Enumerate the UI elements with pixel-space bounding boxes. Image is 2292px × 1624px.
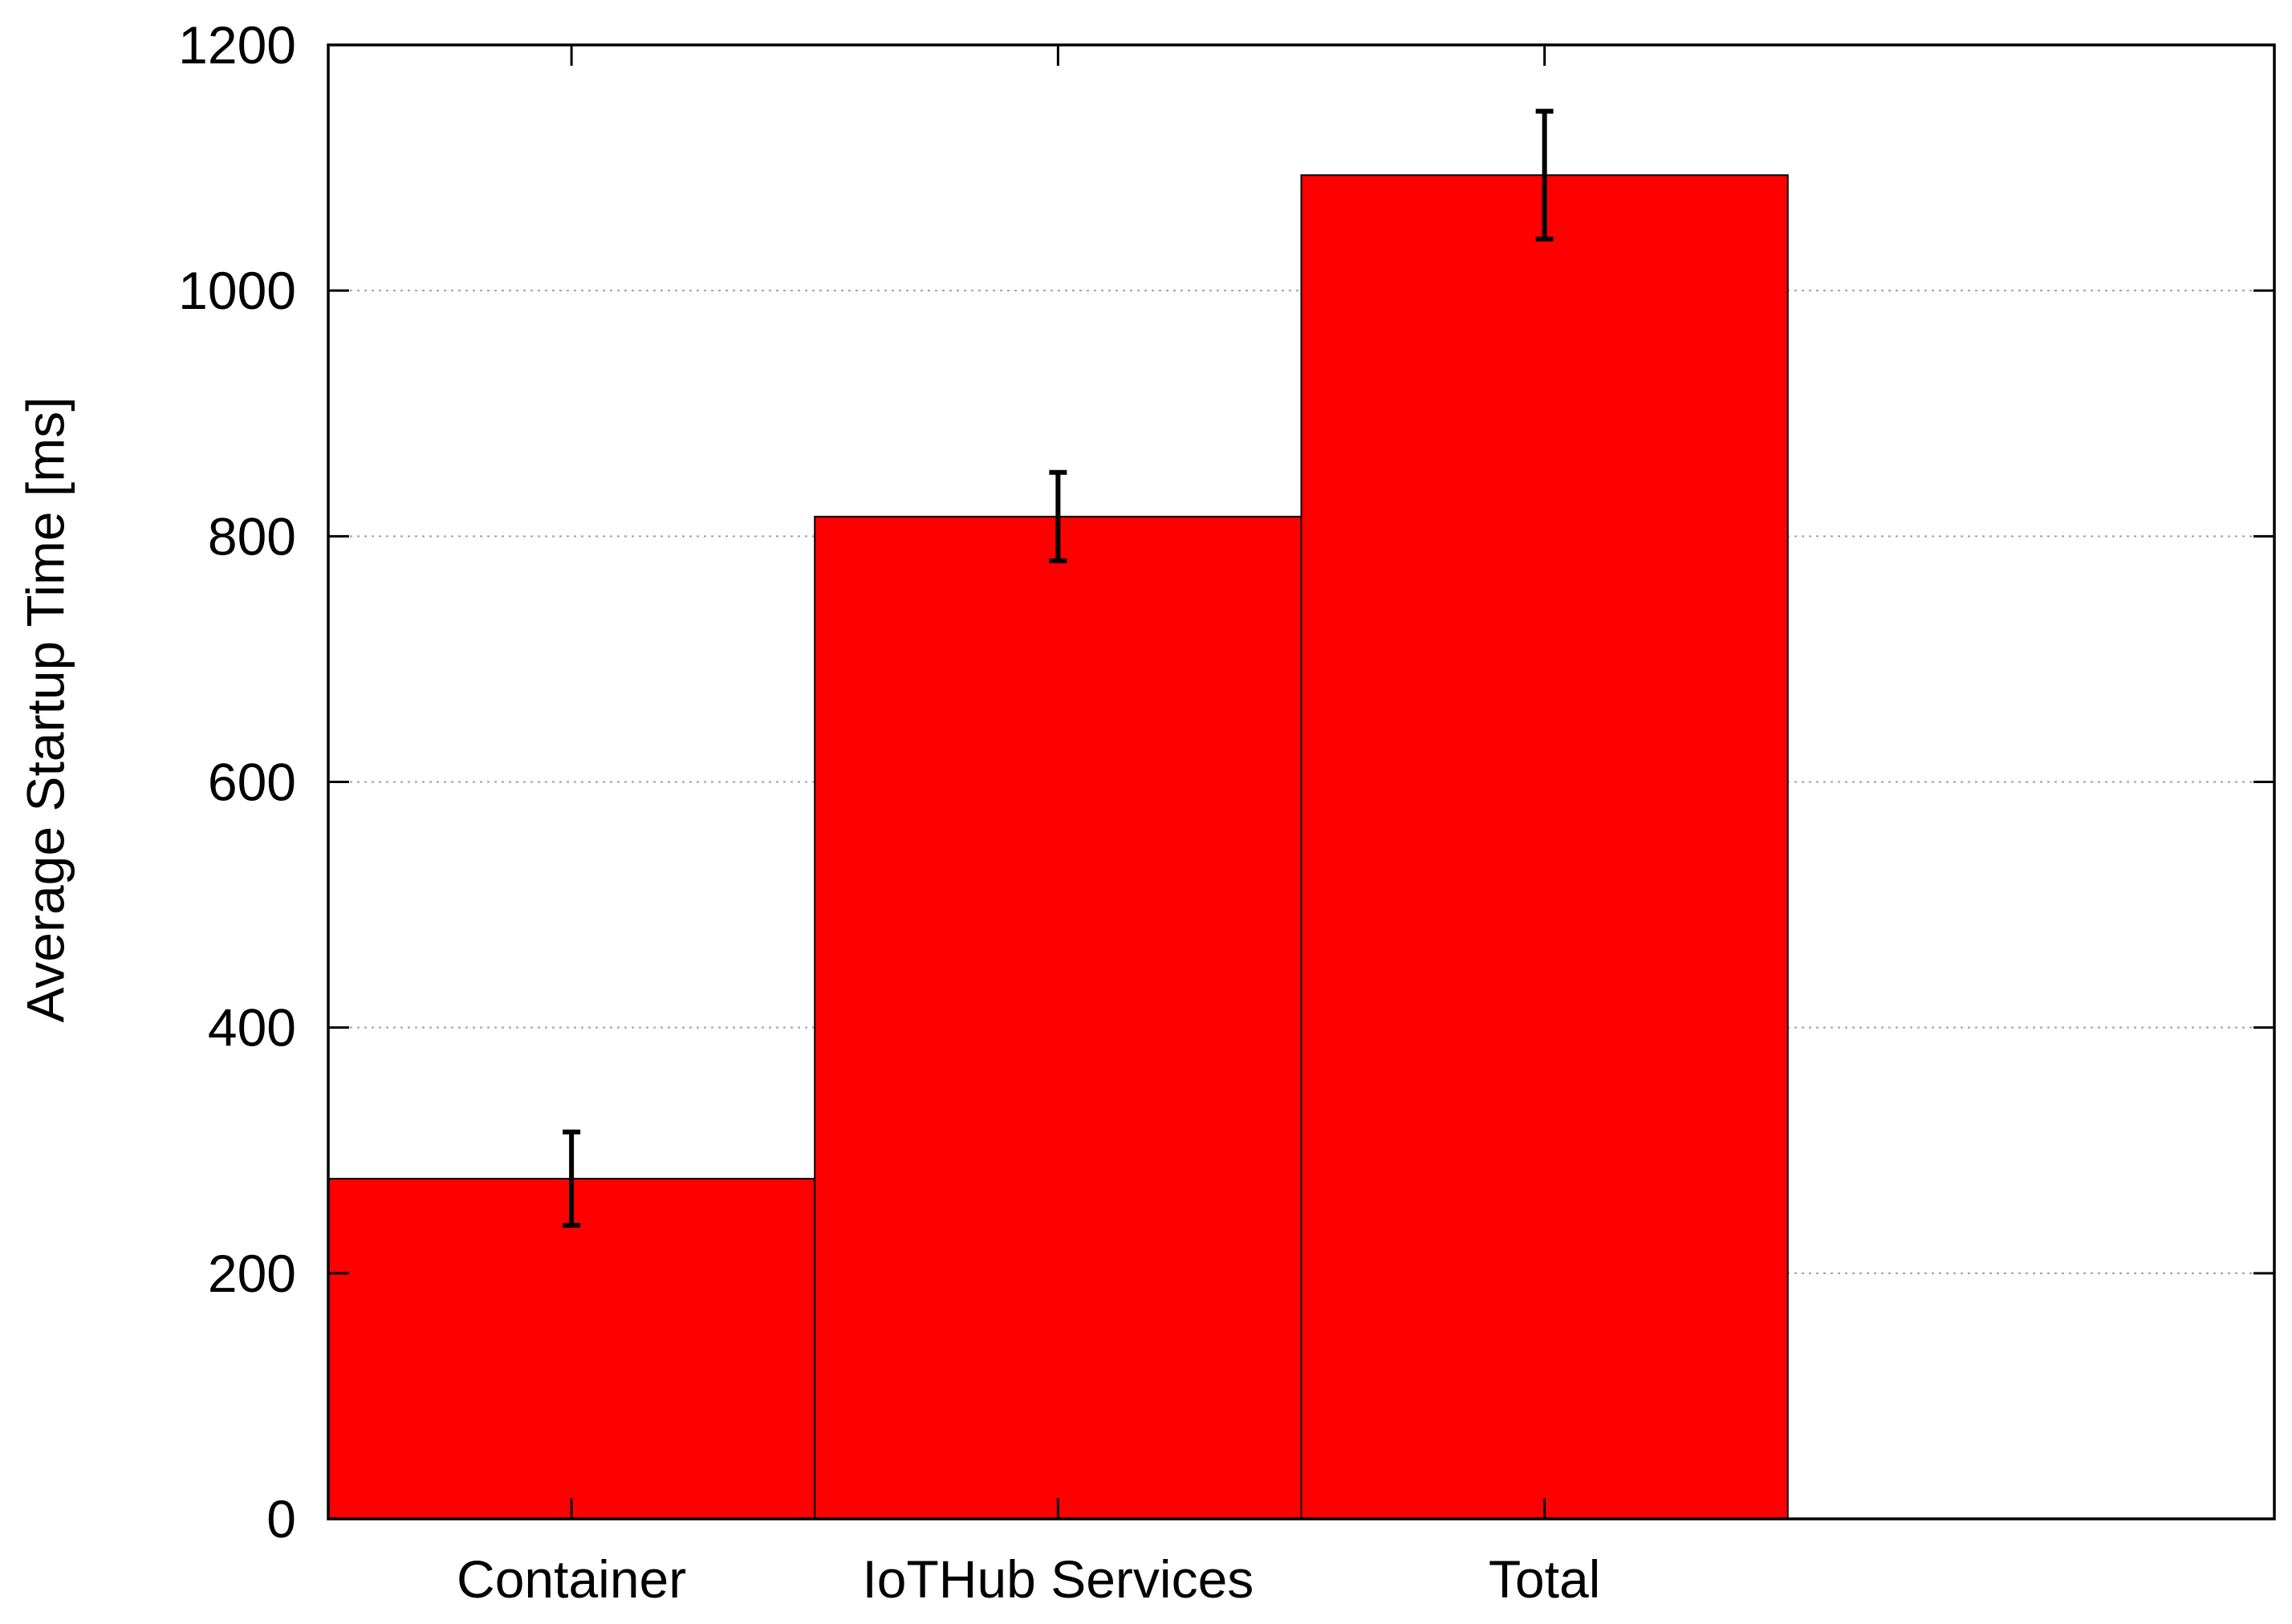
y-axis-tick-labels: 0 200 400 600 800 1000 1200 bbox=[178, 15, 296, 1549]
y-tick-label: 0 bbox=[266, 1489, 296, 1549]
y-tick-label: 200 bbox=[208, 1244, 296, 1303]
bar bbox=[327, 1177, 816, 1520]
x-tick-label: IoTHub Services bbox=[862, 1549, 1254, 1609]
x-tick-label: Total bbox=[1489, 1549, 1600, 1609]
bar bbox=[814, 515, 1302, 1520]
x-tick-label: Container bbox=[457, 1549, 686, 1609]
bars bbox=[327, 174, 1789, 1520]
y-tick-label: 600 bbox=[208, 753, 296, 812]
bar bbox=[1300, 174, 1789, 1520]
axis-ticks bbox=[328, 43, 2274, 1520]
y-tick-label: 400 bbox=[208, 998, 296, 1058]
y-tick-label: 1000 bbox=[178, 261, 296, 320]
error-bar bbox=[1049, 469, 1067, 563]
error-bar bbox=[1535, 108, 1554, 242]
error-bar bbox=[563, 1129, 581, 1228]
y-tick-label: 1200 bbox=[178, 15, 296, 75]
y-tick-label: 800 bbox=[208, 506, 296, 566]
x-axis-tick-labels: Container IoTHub Services Total bbox=[457, 1549, 1600, 1609]
error-bars bbox=[563, 108, 1554, 1228]
y-axis-label: Average Startup Time [ms] bbox=[15, 396, 75, 1022]
